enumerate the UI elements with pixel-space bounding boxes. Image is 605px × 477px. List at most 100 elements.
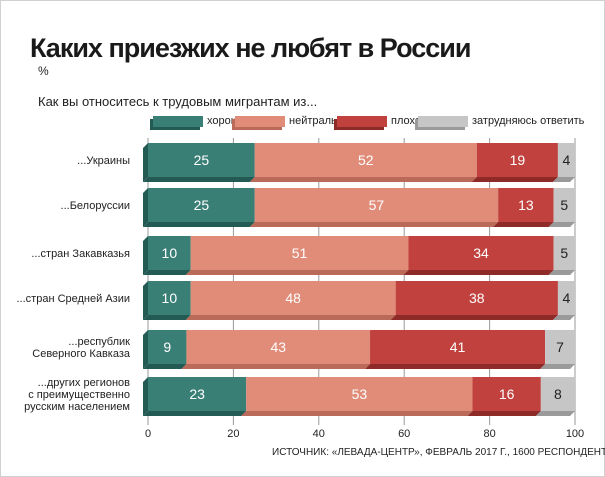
bar-segment (395, 281, 558, 315)
bar-segment (148, 281, 191, 315)
bar-segment (148, 330, 187, 364)
bar-depth (143, 377, 148, 416)
legend-label-unsure: затрудняюсь ответить (472, 115, 585, 127)
bar-depth (535, 411, 575, 416)
bar-depth (143, 315, 191, 320)
category-label: ...стран Закавказья (31, 248, 130, 260)
legend-label-neutral: нейтрально (289, 115, 349, 127)
bar-depth (143, 364, 187, 369)
bar-value-label: 38 (469, 290, 485, 306)
bar-segment (148, 377, 247, 411)
x-tick-label: 80 (483, 428, 495, 440)
bar-value-label: 10 (162, 245, 178, 261)
bar-segment (408, 236, 554, 270)
bar-depth (181, 364, 371, 369)
chart-title: Каких приезжих не любят в России (30, 33, 471, 63)
bar-segment (190, 281, 396, 315)
bar-depth (143, 143, 148, 182)
bar-value-label: 57 (369, 197, 385, 213)
bar-value-label: 5 (560, 197, 568, 213)
bar-value-label: 41 (450, 339, 466, 355)
bar-segment (557, 281, 575, 315)
bar-segment (254, 188, 499, 222)
legend-swatch-good (153, 116, 203, 127)
bar-depth (143, 330, 148, 369)
bar-depth (365, 364, 546, 369)
bar-value-label: 23 (189, 386, 205, 402)
bar-segment (545, 330, 575, 364)
x-tick-label: 40 (313, 428, 325, 440)
bar-depth (241, 411, 473, 416)
unit-label: % (38, 64, 49, 78)
bar-segment (557, 143, 575, 177)
bar-depth (143, 177, 255, 182)
category-label: Северного Кавказа (32, 348, 131, 360)
category-label: с преимущественно (28, 389, 130, 401)
bar-value-label: 19 (510, 152, 526, 168)
bar-value-label: 43 (270, 339, 286, 355)
bar-value-label: 52 (358, 152, 374, 168)
bar-segment (186, 330, 371, 364)
x-tick-label: 0 (145, 428, 151, 440)
bar-depth (540, 364, 575, 369)
bar-depth (143, 411, 247, 416)
question-label: Как вы относитесь к трудовым мигрантам и… (38, 94, 318, 109)
legend-swatch-unsure (418, 116, 468, 127)
x-tick-label: 60 (398, 428, 410, 440)
bar-depth (390, 315, 558, 320)
legend-swatch-neutral (235, 116, 285, 127)
category-label: ...Белоруссии (61, 200, 130, 212)
bar-value-label: 13 (518, 197, 534, 213)
bar-segment (246, 377, 473, 411)
bar-depth (552, 177, 575, 182)
category-label: ...республик (68, 336, 130, 348)
bar-depth (143, 188, 148, 227)
bar-depth (143, 270, 191, 275)
bar-value-label: 4 (563, 152, 571, 168)
bar-value-label: 25 (194, 197, 210, 213)
bar-value-label: 9 (163, 339, 171, 355)
bar-depth (185, 315, 396, 320)
bar-depth (467, 411, 541, 416)
bar-depth (548, 222, 575, 227)
bar-segment (370, 330, 546, 364)
bar-segment (148, 236, 191, 270)
bar-value-label: 16 (499, 386, 515, 402)
legend-label-bad: плохо (391, 115, 421, 127)
category-label: ...других регионов (38, 377, 130, 389)
bar-depth (249, 222, 499, 227)
bar-segment (540, 377, 575, 411)
bar-value-label: 34 (473, 245, 489, 261)
bar-segment (553, 236, 575, 270)
bar-value-label: 25 (194, 152, 210, 168)
bar-depth (493, 222, 554, 227)
category-label: ...Украины (77, 155, 130, 167)
bar-depth (143, 281, 148, 320)
bar-depth (403, 270, 554, 275)
source-note: ИСТОЧНИК: «ЛЕВАДА-ЦЕНТР», ФЕВРАЛЬ 2017 Г… (272, 447, 605, 458)
bar-segment (148, 143, 255, 177)
bar-value-label: 5 (560, 245, 568, 261)
bar-value-label: 4 (563, 290, 571, 306)
bar-segment (148, 188, 255, 222)
bar-depth (249, 177, 477, 182)
bar-depth (552, 315, 575, 320)
bar-segment (472, 377, 541, 411)
bar-segment (553, 188, 575, 222)
bar-depth (143, 236, 148, 275)
bar-value-label: 8 (554, 386, 562, 402)
legend: хорошо нейтрально плохо затрудняюсь отве… (153, 114, 603, 130)
bar-depth (185, 270, 409, 275)
bar-depth (471, 177, 558, 182)
bar-value-label: 53 (352, 386, 368, 402)
category-label: русским населением (24, 401, 130, 413)
x-tick-label: 20 (227, 428, 239, 440)
bar-value-label: 7 (556, 339, 564, 355)
bar-segment (190, 236, 409, 270)
bar-value-label: 51 (292, 245, 308, 261)
bar-value-label: 48 (285, 290, 301, 306)
bar-depth (548, 270, 575, 275)
bar-depth (143, 222, 255, 227)
bar-segment (476, 143, 558, 177)
